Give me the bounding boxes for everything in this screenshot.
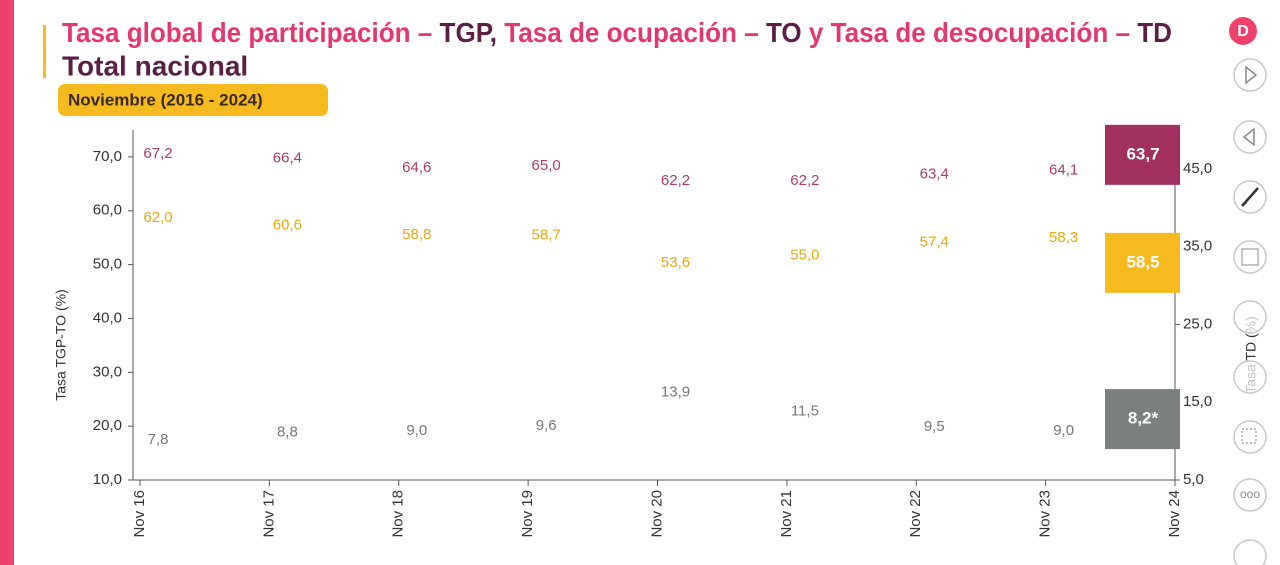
- x-tick-label: Nov 20: [648, 490, 665, 538]
- value-label: 8,8: [277, 423, 298, 440]
- value-label: 9,6: [536, 417, 557, 434]
- zoom-button[interactable]: [1233, 300, 1267, 334]
- value-label: 53,6: [661, 254, 690, 271]
- value-label: 58,7: [532, 227, 561, 244]
- back-icon: [1242, 127, 1255, 147]
- value-label: 62,2: [661, 172, 690, 189]
- value-label: 63,7: [1126, 144, 1159, 163]
- x-tick-label: Nov 21: [778, 490, 795, 538]
- y-tick-label: 10,0: [93, 471, 122, 488]
- x-tick-label: Nov 24: [1166, 490, 1183, 538]
- layout-button[interactable]: [1233, 240, 1267, 274]
- x-tick-label: Nov 18: [390, 490, 407, 538]
- y2-tick-label: 5,0: [1183, 471, 1204, 488]
- value-label: 7,8: [148, 431, 169, 448]
- title-part: y Tasa de desocupación –: [809, 17, 1137, 48]
- value-label: 65,0: [532, 157, 561, 174]
- value-label-box: [1105, 124, 1180, 185]
- value-label: 58,5: [1126, 252, 1159, 271]
- chart-title: Tasa global de participación – TGP, Tasa…: [62, 17, 1172, 48]
- x-tick-label: Nov 22: [907, 490, 924, 538]
- logo-button[interactable]: [1229, 17, 1257, 45]
- title-part: TO: [766, 17, 809, 48]
- back-button[interactable]: [1233, 120, 1267, 154]
- value-label: 8,2*: [1128, 409, 1159, 428]
- title-part: Tasa global de participación –: [62, 17, 440, 48]
- logo-icon: D: [1237, 23, 1249, 40]
- x-tick-label: Nov 19: [519, 490, 536, 538]
- x-tick-label: Nov 17: [260, 490, 277, 538]
- plot-area: 10,0 20,0 30,0 40,0 50,0 60,0 70,0 5,0 15,0 25,0 3…: [93, 124, 1212, 538]
- value-label: 13,9: [661, 384, 690, 401]
- period-badge: [58, 84, 328, 116]
- value-label: 58,3: [1049, 229, 1078, 246]
- more-icon: ooo: [1240, 487, 1260, 501]
- period-label: Noviembre (2016 - 2024): [68, 90, 263, 109]
- value-label: 62,0: [143, 209, 172, 226]
- layout-icon: [1241, 248, 1259, 266]
- value-label: 66,4: [273, 149, 302, 166]
- y-tick-label: 20,0: [93, 417, 122, 434]
- value-label: 9,0: [1053, 422, 1074, 439]
- screen-button[interactable]: [1233, 360, 1267, 394]
- title-part: TGP,: [440, 17, 505, 48]
- y-axis-label: Tasa TGP-TO (%): [53, 289, 69, 401]
- value-label: 64,6: [402, 159, 431, 176]
- y2-tick-label: 45,0: [1183, 160, 1212, 177]
- toolbar: D ooo: [1229, 17, 1267, 565]
- title-part: Tasa de ocupación –: [504, 17, 766, 48]
- select-button[interactable]: [1233, 420, 1267, 454]
- value-label: 9,5: [924, 418, 945, 435]
- x-tick-label: Nov 16: [131, 490, 148, 538]
- value-label: 58,8: [402, 226, 431, 243]
- side-strip: [0, 0, 14, 565]
- value-label: 11,5: [791, 402, 819, 419]
- value-label: 67,2: [143, 145, 172, 162]
- play-icon: [1245, 65, 1258, 85]
- y-tick-label: 70,0: [93, 148, 122, 165]
- y-tick-label: 50,0: [93, 256, 122, 273]
- value-label: 64,1: [1049, 162, 1078, 179]
- select-icon: [1241, 428, 1257, 444]
- value-label: 60,6: [273, 217, 302, 234]
- accent-bar: [43, 25, 46, 78]
- value-label: 55,0: [790, 247, 819, 264]
- title-part: TD: [1137, 17, 1172, 48]
- close-button[interactable]: [1233, 539, 1267, 565]
- value-label: 9,0: [406, 422, 427, 439]
- value-label: 63,4: [920, 165, 949, 182]
- more-button[interactable]: [1233, 478, 1267, 512]
- pen-icon: [1241, 187, 1259, 207]
- y2-tick-label: 15,0: [1183, 393, 1212, 410]
- value-label-box: [1105, 232, 1180, 293]
- y2-tick-label: 25,0: [1183, 315, 1212, 332]
- y2-tick-label: 35,0: [1183, 238, 1212, 255]
- value-label: 57,4: [920, 234, 949, 251]
- value-label: 62,2: [790, 172, 819, 189]
- x-tick-label: Nov 23: [1037, 490, 1054, 538]
- play-button[interactable]: [1233, 58, 1267, 92]
- value-label-box: [1105, 389, 1180, 450]
- y-tick-label: 30,0: [93, 363, 122, 380]
- y-tick-label: 40,0: [93, 309, 122, 326]
- subtitle: Total nacional: [62, 50, 248, 81]
- y-tick-label: 60,0: [93, 202, 122, 219]
